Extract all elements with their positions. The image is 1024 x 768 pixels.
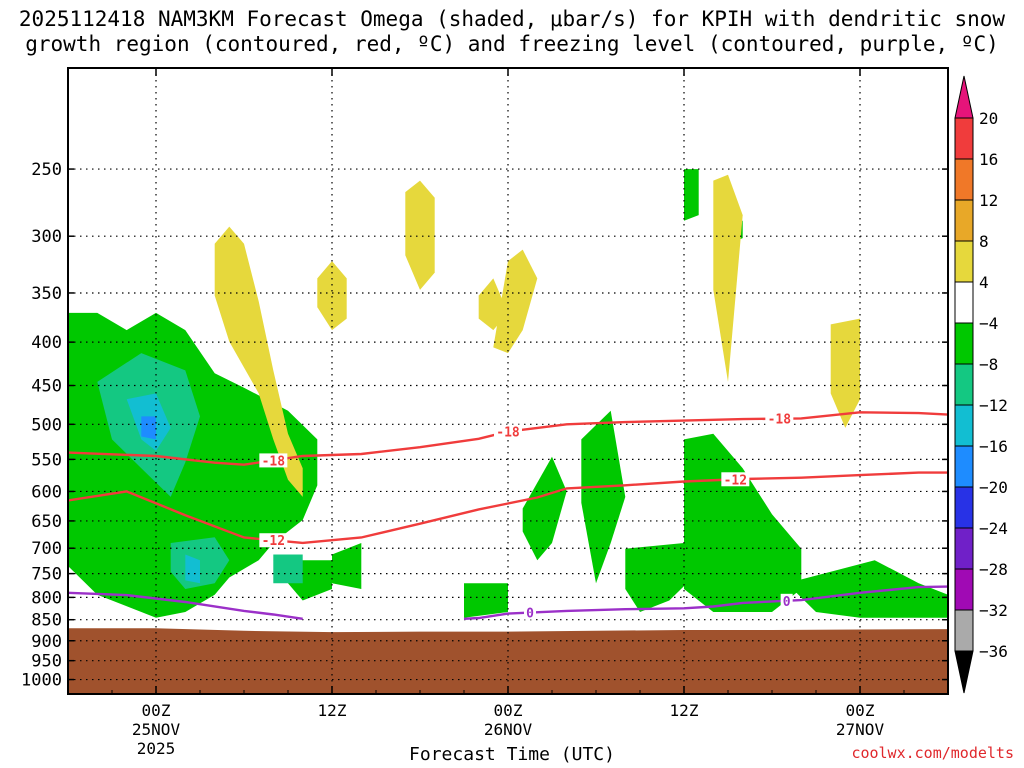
dgz-label-c: -18: [768, 413, 792, 428]
omega-region-13: [684, 433, 802, 612]
freezing-label-b: 0: [783, 595, 791, 610]
dgz-label-d: -12: [262, 534, 285, 549]
colorbar-label-0: 20: [979, 109, 998, 128]
y-tick-label-400: 400: [31, 333, 62, 353]
y-tick-label-250: 250: [31, 160, 62, 180]
colorbar-bin-3: [954, 240, 974, 283]
colorbar-bin-8: [954, 445, 974, 488]
colorbar-bin-2: [954, 199, 974, 242]
dgz-label-b: -18: [496, 426, 520, 441]
x-tick-label-0-1: 25NOV: [132, 720, 181, 739]
x-axis-label: Forecast Time (UTC): [409, 744, 615, 765]
colorbar-label-8: −16: [979, 437, 1008, 456]
colorbar-bin-12: [954, 609, 974, 652]
chart-title-line2: growth region (contoured, red, ºC) and f…: [25, 32, 999, 56]
x-tick-label-0-0: 00Z: [142, 701, 171, 720]
x-tick-label-0-2: 2025: [137, 739, 176, 758]
colorbar-bin-6: [954, 363, 974, 406]
omega-region-8: [141, 416, 156, 440]
x-tick-label-1-0: 12Z: [318, 701, 347, 720]
y-tick-label-600: 600: [31, 482, 62, 502]
y-tick-label-500: 500: [31, 415, 62, 435]
dgz-label-c-bg: [765, 411, 794, 426]
freezing-line-1: [463, 585, 948, 620]
omega-region-11: [581, 410, 626, 584]
freezing-label-a: 0: [526, 607, 534, 622]
source-credit: coolwx.com/modelts: [851, 744, 1014, 762]
colorbar-label-9: −20: [979, 478, 1008, 497]
colorbar-top-arrow: [954, 75, 974, 119]
omega-region-12: [625, 543, 699, 612]
y-tick-label-650: 650: [31, 512, 62, 532]
colorbar-label-6: −8: [979, 355, 998, 374]
y-tick-label-1000: 1000: [21, 671, 62, 691]
colorbar-label-2: 12: [979, 191, 998, 210]
chart-title-line1: 2025112418 NAM3KM Forecast Omega (shaded…: [18, 7, 1006, 31]
dgz-label-a-bg: [259, 453, 288, 468]
colorbar-bin-10: [954, 527, 974, 570]
colorbar-bin-5: [954, 322, 974, 365]
y-tick-label-700: 700: [31, 539, 62, 559]
colorbar-bin-7: [954, 404, 974, 447]
y-tick-label-550: 550: [31, 450, 62, 470]
colorbar-label-11: −28: [979, 560, 1008, 579]
omega-region-17: [214, 226, 303, 497]
y-tick-label-950: 950: [31, 652, 62, 672]
colorbar-label-4: 4: [979, 273, 989, 292]
omega-region-9: [464, 583, 508, 618]
colorbar-label-13: −36: [979, 642, 1008, 661]
x-tick-label-2-0: 00Z: [494, 701, 523, 720]
freezing-line-0: [68, 591, 303, 620]
omega-region-5: [273, 554, 303, 584]
omega-region-2: [332, 543, 362, 589]
colorbar-label-3: 8: [979, 232, 989, 251]
colorbar-bin-11: [954, 568, 974, 611]
omega-region-10: [522, 456, 567, 561]
colorbar-label-12: −32: [979, 601, 1008, 620]
x-tick-label-3-0: 12Z: [670, 701, 699, 720]
y-tick-label-850: 850: [31, 611, 62, 631]
omega-region-18: [317, 261, 347, 331]
x-tick-label-2-1: 26NOV: [484, 720, 533, 739]
omega-region-15: [684, 169, 699, 221]
colorbar-bin-9: [954, 486, 974, 529]
plot-area: -18 -18 -18 -12 -12 0 0: [68, 68, 948, 694]
y-tick-label-300: 300: [31, 227, 62, 247]
y-tick-label-450: 450: [31, 377, 62, 397]
dgz-line-1: [68, 471, 948, 545]
omega-region-14: [786, 560, 948, 618]
colorbar-label-5: −4: [979, 314, 998, 333]
omega-region-21: [493, 249, 538, 354]
y-tick-label-900: 900: [31, 632, 62, 652]
colorbar-label-10: −24: [979, 519, 1008, 538]
dgz-label-d-bg: [259, 533, 288, 548]
omega-region-7: [185, 554, 200, 584]
omega-region-19: [405, 180, 435, 290]
dgz-label-a: -18: [262, 454, 286, 469]
freezing-label-b-bg: [780, 593, 793, 608]
y-tick-label-800: 800: [31, 588, 62, 608]
ground-terrain: [68, 628, 948, 694]
colorbar-bin-1: [954, 158, 974, 201]
omega-region-22: [713, 174, 743, 382]
y-tick-label-750: 750: [31, 565, 62, 585]
colorbar-bin-4: [954, 281, 974, 324]
x-tick-label-4-1: 27NOV: [836, 720, 885, 739]
omega-region-23: [830, 318, 860, 428]
dgz-label-e-bg: [721, 472, 750, 487]
colorbar-bottom-arrow: [954, 650, 974, 694]
colorbar-label-1: 16: [979, 150, 998, 169]
colorbar-label-7: −12: [979, 396, 1008, 415]
x-tick-label-4-0: 00Z: [846, 701, 875, 720]
dgz-label-b-bg: [494, 424, 522, 439]
dgz-label-e: -12: [724, 473, 747, 488]
colorbar-bin-0: [954, 117, 974, 160]
y-tick-label-350: 350: [31, 284, 62, 304]
freezing-label-a-bg: [524, 605, 536, 620]
